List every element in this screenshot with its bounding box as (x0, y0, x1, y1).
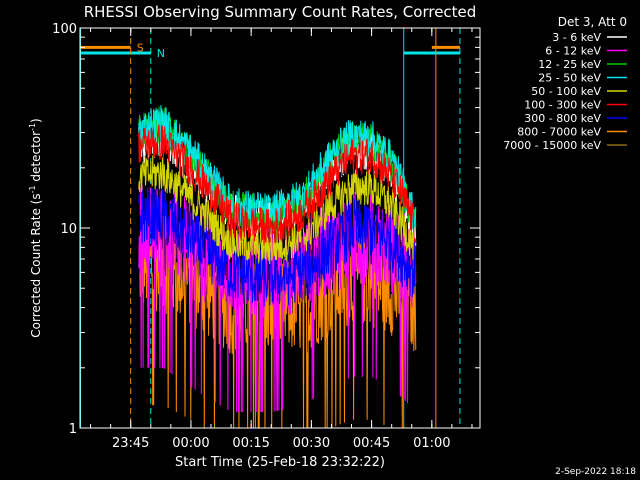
series-trace (138, 185, 417, 307)
x-tick-label: 00:30 (293, 436, 330, 451)
legend-label: 3 - 6 keV (552, 31, 601, 44)
chart-title: RHESSI Observing Summary Count Rates, Co… (84, 3, 477, 21)
flag-label: S (137, 41, 144, 54)
legend-label: 7000 - 15000 keV (503, 139, 601, 152)
series-traces (138, 105, 417, 428)
x-axis-label: Start Time (25-Feb-18 23:32:22) (175, 455, 385, 470)
y-axis-label: Corrected Count Rate (s-1 detector-1) (28, 118, 43, 337)
y-tick-label: 10 (60, 222, 77, 237)
y-tick-label: 1 (69, 422, 77, 437)
legend-header: Det 3, Att 0 (558, 15, 627, 29)
legend-label: 12 - 25 keV (538, 58, 601, 71)
series-trace (138, 185, 417, 413)
event-vertical-lines (80, 28, 461, 428)
legend-label: 300 - 800 keV (524, 112, 601, 125)
x-tick-label: 01:00 (413, 436, 450, 451)
x-tick-label: 00:45 (353, 436, 390, 451)
flag-label: N (157, 47, 165, 60)
series-trace (138, 124, 417, 246)
legend-label: 800 - 7000 keV (517, 126, 601, 139)
legend-label: 25 - 50 keV (538, 72, 601, 85)
x-tick-label: 00:00 (172, 436, 209, 451)
legend-label: 50 - 100 keV (531, 85, 601, 98)
footer-date: 2-Sep-2022 18:18 (555, 467, 636, 477)
axes: 23:45 00:00 00:15 00:30 00:45 01:00 1 10 100 (52, 22, 480, 451)
y-tick-label: 100 (52, 22, 77, 37)
x-tick-label: 23:45 (112, 436, 149, 451)
x-tick-label: 00:15 (232, 436, 269, 451)
legend-label: 100 - 300 keV (524, 99, 601, 112)
series-trace (138, 155, 417, 264)
legend-label: 6 - 12 keV (545, 45, 601, 58)
